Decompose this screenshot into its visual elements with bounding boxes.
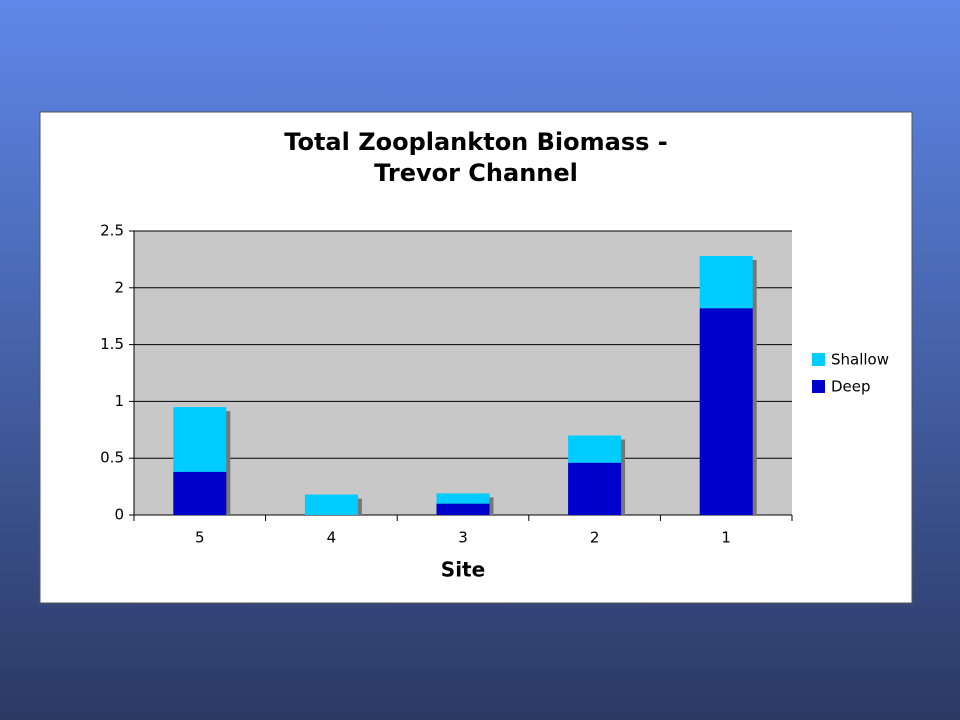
x-tick-label: 2 — [590, 529, 600, 547]
legend-label: Shallow — [831, 351, 889, 369]
x-tick-label: 5 — [195, 529, 205, 547]
y-tick-label: 0.5 — [100, 449, 124, 467]
bar-segment — [173, 471, 227, 515]
y-tick-label: 2.5 — [100, 222, 124, 240]
bar-segment — [436, 503, 490, 515]
bar-segment — [173, 407, 227, 472]
bar-segment — [304, 494, 358, 515]
bar-segment — [568, 435, 622, 463]
chart-title: Total Zooplankton Biomass - — [284, 128, 667, 156]
legend-swatch — [812, 353, 825, 366]
y-tick-label: 2 — [114, 278, 124, 296]
x-axis-label: Site — [441, 558, 485, 582]
legend-label: Deep — [831, 378, 871, 396]
x-tick-label: 1 — [721, 529, 731, 547]
bar-segment — [699, 255, 753, 309]
y-tick-label: 1.5 — [100, 335, 124, 353]
bar-segment — [436, 493, 490, 504]
chart-title: Trevor Channel — [374, 159, 578, 187]
bar-segment — [568, 462, 622, 515]
bar-segment — [699, 308, 753, 515]
x-tick-label: 3 — [458, 529, 468, 547]
legend-swatch — [812, 380, 825, 393]
plot-area — [134, 231, 792, 515]
x-tick-label: 4 — [327, 529, 337, 547]
y-tick-label: 1 — [114, 392, 124, 410]
y-tick-label: 0 — [114, 506, 124, 524]
